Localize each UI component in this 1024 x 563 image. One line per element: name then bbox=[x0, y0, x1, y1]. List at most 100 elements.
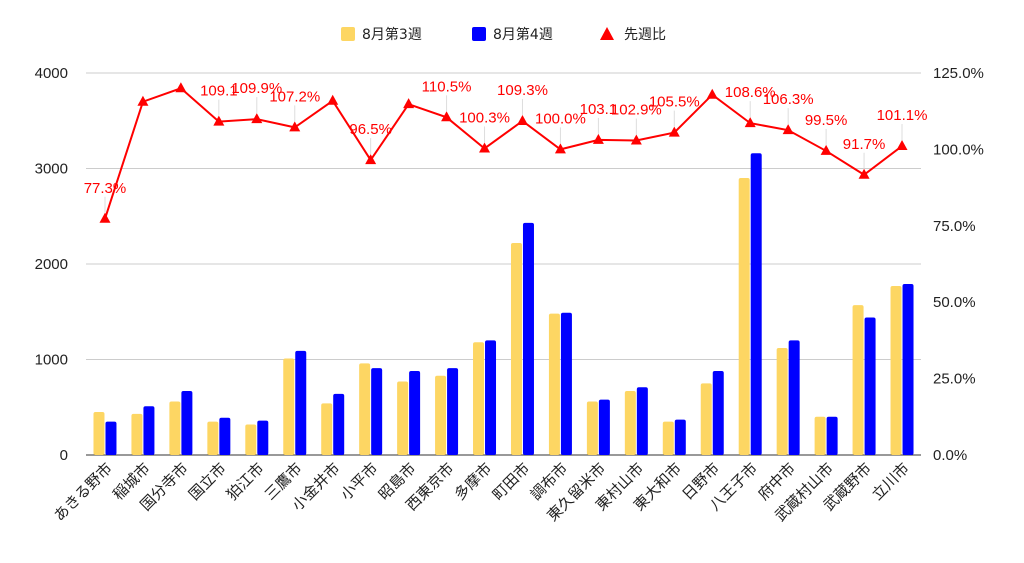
bar-series-1 bbox=[359, 363, 371, 455]
ratio-point bbox=[213, 115, 225, 126]
ratio-data-label: 105.5% bbox=[649, 94, 700, 111]
ratio-data-label: 109.3% bbox=[497, 82, 548, 99]
bar-series-1 bbox=[131, 413, 143, 455]
right-tick-label: 100.0% bbox=[933, 141, 984, 158]
right-tick-label: 25.0% bbox=[933, 371, 976, 388]
legend-label-series-2: 8月第4週 bbox=[493, 26, 553, 43]
bar-series-1 bbox=[397, 381, 409, 455]
bar-series-1 bbox=[321, 403, 333, 455]
ratio-data-label: 110.5% bbox=[422, 78, 472, 95]
ratio-point bbox=[592, 133, 604, 144]
bar-series-2 bbox=[712, 370, 724, 455]
ratio-point bbox=[289, 121, 301, 132]
right-axis: 0.0% 25.0% 50.0% 75.0% 100.0% 125.0% bbox=[933, 65, 984, 464]
left-tick-label: 2000 bbox=[35, 256, 68, 273]
bar-series-2 bbox=[750, 153, 762, 455]
category-label: あきる野市 bbox=[50, 459, 116, 525]
bar-series-2 bbox=[257, 420, 269, 455]
bar-series-1 bbox=[207, 421, 219, 455]
left-axis: 0 1000 2000 3000 4000 bbox=[35, 65, 68, 464]
bar-series-2 bbox=[485, 340, 497, 455]
bar-series-2 bbox=[598, 399, 610, 455]
bar-series-2 bbox=[181, 391, 193, 455]
bar-series-1 bbox=[586, 401, 598, 455]
bar-series-1 bbox=[245, 424, 257, 455]
bar-series-2 bbox=[295, 350, 307, 455]
ratio-line bbox=[99, 82, 908, 223]
left-tick-label: 4000 bbox=[35, 65, 68, 82]
bar-series-1 bbox=[776, 348, 788, 455]
ratio-point bbox=[403, 98, 415, 109]
ratio-point bbox=[175, 82, 187, 93]
ratio-point bbox=[516, 114, 528, 125]
legend-label-series-3: 先週比 bbox=[624, 27, 666, 43]
ratio-point bbox=[782, 124, 794, 135]
bar-series-2 bbox=[143, 406, 155, 455]
bar-series-1 bbox=[283, 358, 295, 455]
category-label: 国立市 bbox=[185, 459, 230, 504]
bar-series-1 bbox=[662, 421, 674, 455]
ratio-data-label: 106.3% bbox=[763, 91, 814, 108]
left-tick-label: 3000 bbox=[35, 161, 68, 178]
left-tick-label: 0 bbox=[60, 447, 68, 464]
bar-series-1 bbox=[738, 178, 750, 456]
ratio-point bbox=[858, 168, 870, 179]
bar-series-2 bbox=[371, 368, 383, 455]
bar-series-2 bbox=[636, 387, 648, 455]
bar-series-2 bbox=[447, 368, 459, 455]
right-tick-label: 50.0% bbox=[933, 294, 976, 311]
category-labels: あきる野市稲城市国分寺市国立市狛江市三鷹市小金井市小平市昭島市西東京市多摩市町田… bbox=[50, 459, 913, 525]
category-label: 町田市 bbox=[489, 459, 534, 504]
bar-series-1 bbox=[93, 412, 105, 455]
bar-series-1 bbox=[435, 375, 447, 455]
ratio-point bbox=[327, 94, 339, 105]
ratio-point bbox=[820, 144, 832, 155]
bar-series-1 bbox=[510, 242, 522, 455]
ratio-data-label: 103.1 bbox=[580, 101, 618, 118]
bar-series bbox=[93, 153, 914, 456]
legend: 8月第3週 8月第4週 先週比 bbox=[341, 26, 666, 43]
ratio-data-label: 100.3% bbox=[459, 109, 510, 126]
bar-series-2 bbox=[902, 284, 914, 455]
bar-series-1 bbox=[624, 391, 636, 455]
bar-series-2 bbox=[674, 419, 686, 455]
ratio-data-label: 101.1% bbox=[877, 107, 928, 124]
bar-series-1 bbox=[700, 383, 712, 455]
bar-series-1 bbox=[814, 416, 826, 455]
ratio-point bbox=[441, 111, 453, 122]
ratio-data-label: 107.2% bbox=[269, 88, 320, 105]
bar-series-1 bbox=[473, 342, 485, 455]
ratio-data-label: 100.0% bbox=[535, 110, 586, 127]
ratio-data-label: 102.9% bbox=[611, 102, 662, 119]
ratio-data-label: 77.3% bbox=[84, 180, 127, 197]
ratio-point bbox=[137, 95, 149, 106]
bar-series-2 bbox=[409, 370, 421, 455]
bar-series-2 bbox=[560, 312, 572, 455]
legend-swatch-series-2 bbox=[472, 27, 486, 41]
ratio-point bbox=[554, 143, 566, 154]
bar-series-2 bbox=[522, 222, 534, 455]
left-tick-label: 1000 bbox=[35, 352, 68, 369]
ratio-line-path bbox=[104, 87, 903, 220]
ratio-data-label: 91.7% bbox=[843, 136, 886, 153]
bar-series-1 bbox=[890, 285, 902, 455]
category-label: 狛江市 bbox=[223, 459, 268, 504]
ratio-data-label: 99.5% bbox=[805, 112, 848, 129]
right-tick-label: 0.0% bbox=[933, 447, 967, 464]
ratio-point bbox=[706, 88, 718, 99]
bar-series-2 bbox=[219, 417, 231, 455]
ratio-point bbox=[99, 212, 111, 223]
bar-series-2 bbox=[826, 416, 838, 455]
bar-series-2 bbox=[788, 340, 800, 455]
legend-swatch-series-1 bbox=[341, 27, 355, 41]
bar-series-1 bbox=[548, 313, 560, 455]
category-label: 多摩市 bbox=[451, 459, 496, 504]
ratio-point bbox=[630, 134, 642, 145]
bar-series-1 bbox=[169, 401, 181, 455]
ratio-data-label: 96.5% bbox=[349, 121, 392, 138]
ratio-point bbox=[744, 117, 756, 128]
right-tick-label: 125.0% bbox=[933, 65, 984, 82]
legend-triangle-icon bbox=[600, 27, 614, 40]
